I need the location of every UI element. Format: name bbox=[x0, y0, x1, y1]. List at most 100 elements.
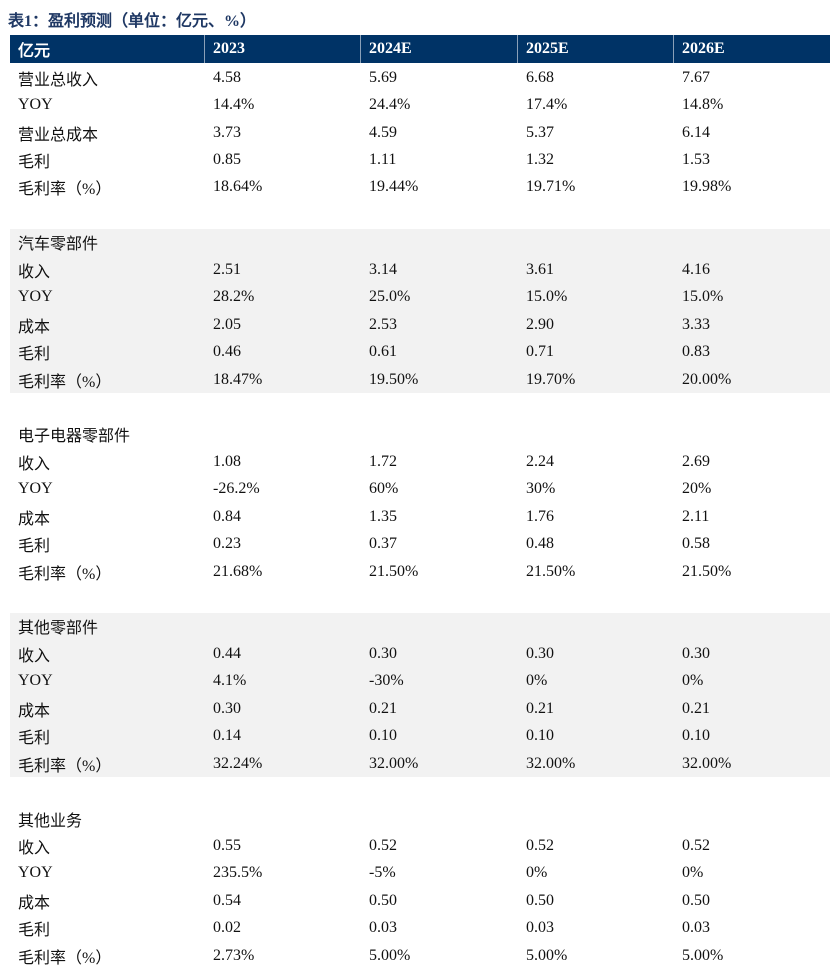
section-title: 其他零部件 bbox=[18, 620, 99, 638]
row-label: 收入 bbox=[18, 647, 51, 665]
section-title: 电子电器零部件 bbox=[18, 428, 131, 446]
value-cell: 0.37 bbox=[369, 535, 397, 553]
value-cell: 0.71 bbox=[526, 343, 554, 361]
value-cell: 19.44% bbox=[369, 178, 419, 196]
table-title: 表1：盈利预测（单位：亿元、%） bbox=[8, 13, 257, 30]
value-cell: 0.84 bbox=[213, 507, 241, 525]
row-label: 收入 bbox=[18, 839, 51, 857]
section-title: 其他业务 bbox=[18, 812, 83, 830]
value-cell: 20% bbox=[682, 480, 712, 498]
value-cell: 2.73% bbox=[213, 946, 255, 964]
value-cell: 1.72 bbox=[369, 452, 397, 470]
row-label: 毛利 bbox=[18, 346, 51, 364]
value-cell: 0.44 bbox=[213, 644, 241, 662]
value-cell: 32.00% bbox=[369, 754, 419, 772]
value-cell: 0.03 bbox=[526, 919, 554, 937]
value-cell: 0.10 bbox=[526, 727, 554, 745]
value-cell: 0.21 bbox=[682, 699, 710, 717]
table-header-row: 亿元 2023 2024E 2025E 2026E bbox=[10, 35, 830, 63]
value-cell: 20.00% bbox=[682, 370, 732, 388]
value-cell: 2.53 bbox=[369, 315, 397, 333]
value-cell: 32.24% bbox=[213, 754, 263, 772]
value-cell: 0% bbox=[526, 672, 548, 690]
table-row: 毛利 0.85 1.11 1.32 1.53 bbox=[10, 146, 830, 173]
table-row: 营业总成本 3.73 4.59 5.37 6.14 bbox=[10, 119, 830, 146]
table-row: 营业总收入 4.58 5.69 6.68 7.67 bbox=[10, 64, 830, 91]
value-cell: 0.50 bbox=[526, 891, 554, 909]
value-cell: 28.2% bbox=[213, 288, 255, 306]
value-cell: 5.37 bbox=[526, 123, 554, 141]
value-cell: 0.85 bbox=[213, 151, 241, 169]
row-label: 毛利 bbox=[18, 922, 51, 940]
value-cell: 24.4% bbox=[369, 96, 411, 114]
value-cell: 1.76 bbox=[526, 507, 554, 525]
value-cell: 3.14 bbox=[369, 260, 397, 278]
value-cell: 3.73 bbox=[213, 123, 241, 141]
value-cell: -5% bbox=[369, 864, 396, 882]
value-cell: 21.68% bbox=[213, 562, 263, 580]
section-title-row: 其他业务 bbox=[10, 805, 830, 832]
value-cell: 6.14 bbox=[682, 123, 710, 141]
value-cell: 15.0% bbox=[526, 288, 568, 306]
value-cell: 4.1% bbox=[213, 672, 247, 690]
row-label: 毛利 bbox=[18, 730, 51, 748]
value-cell: 1.08 bbox=[213, 452, 241, 470]
value-cell: 2.51 bbox=[213, 260, 241, 278]
table-row: YOY 28.2% 25.0% 15.0% 15.0% bbox=[10, 283, 830, 311]
row-label: 毛利 bbox=[18, 538, 51, 556]
row-label: 收入 bbox=[18, 455, 51, 473]
value-cell: 0.02 bbox=[213, 919, 241, 937]
table-row: YOY 14.4% 24.4% 17.4% 14.8% bbox=[10, 91, 830, 118]
value-cell: 0.52 bbox=[369, 836, 397, 854]
value-cell: 30% bbox=[526, 480, 556, 498]
value-cell: -30% bbox=[369, 672, 404, 690]
value-cell: 1.35 bbox=[369, 507, 397, 525]
value-cell: 2.69 bbox=[682, 452, 710, 470]
value-cell: 25.0% bbox=[369, 288, 411, 306]
value-cell: 5.00% bbox=[526, 946, 568, 964]
value-cell: 19.50% bbox=[369, 370, 419, 388]
value-cell: 2.05 bbox=[213, 315, 241, 333]
row-label: 成本 bbox=[18, 510, 51, 528]
value-cell: -26.2% bbox=[213, 480, 260, 498]
value-cell: 1.53 bbox=[682, 151, 710, 169]
value-cell: 32.00% bbox=[526, 754, 576, 772]
table-row: YOY -26.2% 60% 30% 20% bbox=[10, 476, 830, 503]
value-cell: 0.52 bbox=[682, 836, 710, 854]
row-label: 营业总成本 bbox=[18, 126, 99, 144]
value-cell: 0% bbox=[526, 864, 548, 882]
value-cell: 5.00% bbox=[369, 946, 411, 964]
value-cell: 14.4% bbox=[213, 96, 255, 114]
value-cell: 0.61 bbox=[369, 343, 397, 361]
row-label: 成本 bbox=[18, 318, 51, 336]
value-cell: 2.11 bbox=[682, 507, 710, 525]
value-cell: 0.58 bbox=[682, 535, 710, 553]
table-row: 成本 2.05 2.53 2.90 3.33 bbox=[10, 310, 830, 339]
value-cell: 3.61 bbox=[526, 260, 554, 278]
value-cell: 1.32 bbox=[526, 151, 554, 169]
value-cell: 4.58 bbox=[213, 68, 241, 86]
value-cell: 0.10 bbox=[682, 727, 710, 745]
table-row: 成本 0.84 1.35 1.76 2.11 bbox=[10, 503, 830, 530]
row-label: YOY bbox=[18, 672, 53, 690]
value-cell: 5.69 bbox=[369, 68, 397, 86]
value-cell: 0.10 bbox=[369, 727, 397, 745]
row-label: YOY bbox=[18, 288, 53, 306]
value-cell: 19.71% bbox=[526, 178, 576, 196]
table-row: 毛利率（%） 18.47% 19.50% 19.70% 20.00% bbox=[10, 365, 830, 394]
header-cell: 亿元 bbox=[10, 35, 205, 63]
value-cell: 4.59 bbox=[369, 123, 397, 141]
value-cell: 17.4% bbox=[526, 96, 568, 114]
value-cell: 0.30 bbox=[213, 699, 241, 717]
value-cell: 0.03 bbox=[682, 919, 710, 937]
value-cell: 0.48 bbox=[526, 535, 554, 553]
value-cell: 0.21 bbox=[526, 699, 554, 717]
value-cell: 4.16 bbox=[682, 260, 710, 278]
value-cell: 0% bbox=[682, 864, 704, 882]
table-row: 毛利 0.23 0.37 0.48 0.58 bbox=[10, 530, 830, 557]
value-cell: 5.00% bbox=[682, 946, 724, 964]
value-cell: 18.64% bbox=[213, 178, 263, 196]
row-label: YOY bbox=[18, 864, 53, 882]
table-row: 毛利率（%） 32.24% 32.00% 32.00% 32.00% bbox=[10, 749, 830, 778]
value-cell: 1.11 bbox=[369, 151, 397, 169]
